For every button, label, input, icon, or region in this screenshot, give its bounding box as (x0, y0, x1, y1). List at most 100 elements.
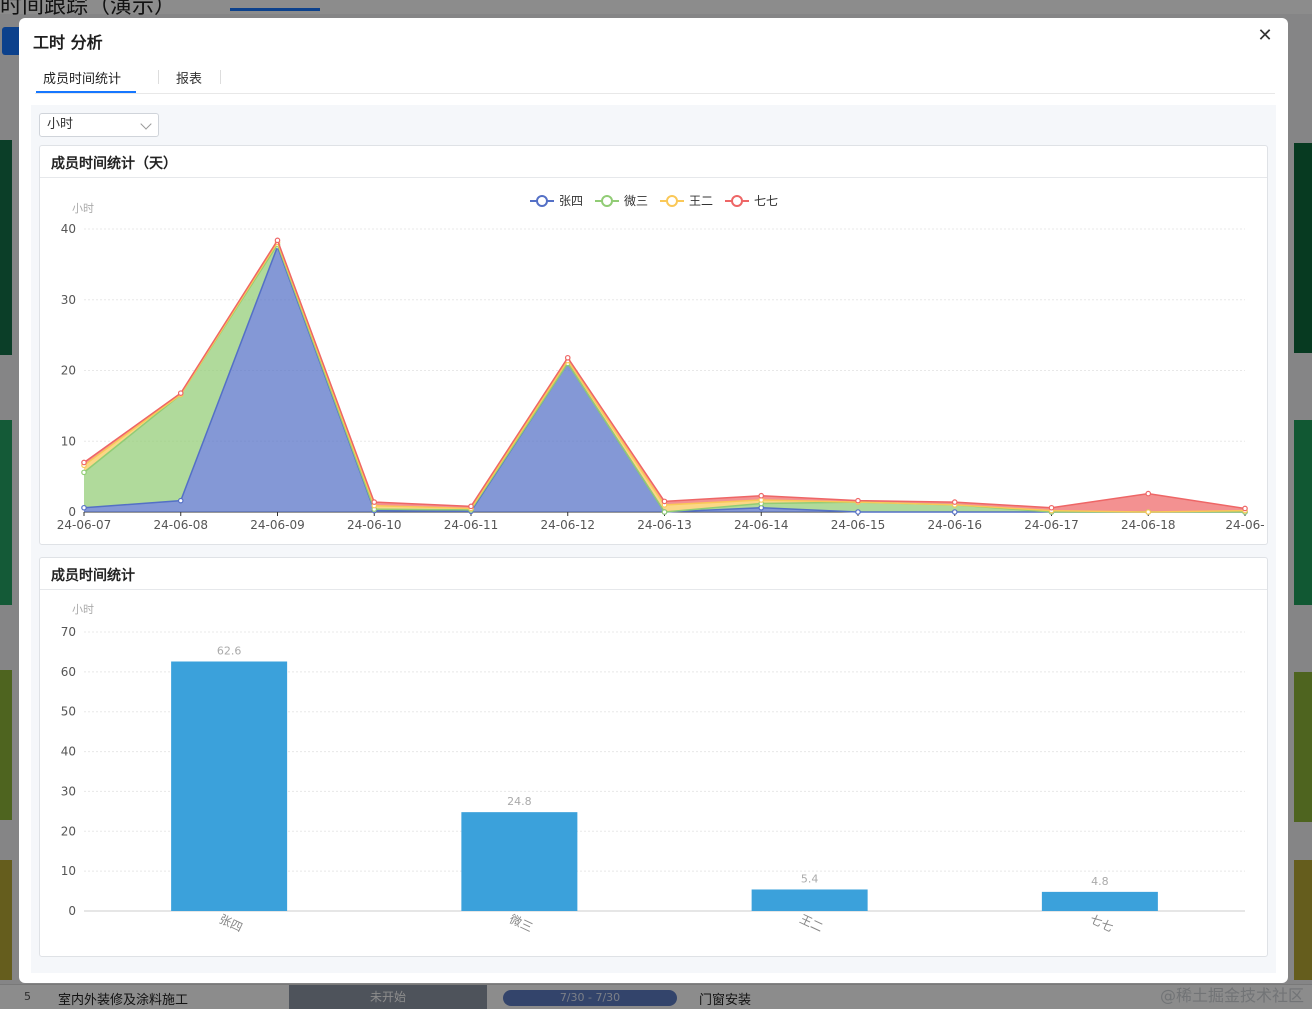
data-point-七七 (661, 498, 668, 505)
x-tick-label: 七七 (1088, 912, 1116, 935)
daily-stacked-area-chart: 小时 0 10 20 30 40 24-06-07 24-06-08 24-06-09 24-06… (57, 194, 1265, 532)
data-point-七七 (371, 499, 378, 505)
data-point-张四 (177, 497, 184, 504)
data-point-七七 (468, 503, 474, 510)
data-point-七七 (951, 499, 958, 505)
tab-report[interactable]: 报表 (176, 72, 203, 87)
daily-stats-card-title: 成员时间统计（天） (51, 156, 177, 172)
data-point-张四 (81, 504, 87, 511)
modal-title: 工时 分析 (33, 33, 103, 52)
y-tick-label: 50 (61, 705, 76, 719)
background-gantt-stripe (0, 420, 12, 605)
bar-张四 (171, 661, 288, 911)
background-row-name: 室内外装修及涂料施工 (58, 993, 189, 1008)
data-point-七七 (177, 390, 184, 396)
total-stats-card-title: 成员时间统计 (51, 568, 135, 584)
bar-value-label: 4.8 (1091, 875, 1109, 888)
total-stats-card-header: 成员时间统计 (40, 558, 1267, 590)
tab-content: 小时 成员时间统计（天） 小时 0 10 20 30 40 24-06-07 24-06-08… (31, 105, 1276, 973)
bar-微三 (461, 812, 578, 911)
x-tick-label: 24-06-10 (347, 518, 401, 532)
legend-marker-王二 (666, 195, 678, 207)
bar-七七 (1041, 891, 1158, 911)
data-point-七七 (1048, 504, 1055, 511)
tab-divider (220, 70, 221, 84)
legend-label-王二: 王二 (689, 194, 713, 208)
x-tick-label: 张四 (217, 912, 245, 935)
x-tick-label: 24-06-18 (1121, 518, 1175, 532)
work-hours-analysis-modal: 工时 分析 ✕ 成员时间统计 报表 小时 成员时间统计（天） 小时 0 10 20 30… (19, 18, 1288, 983)
background-row-index: 5 (24, 990, 31, 1003)
x-tick-label: 24-06-07 (57, 518, 111, 532)
bar-value-label: 5.4 (801, 872, 819, 885)
x-tick-label: 24-06-16 (928, 518, 982, 532)
x-tick-label: 24-06-09 (250, 518, 304, 532)
data-point-王二 (1145, 509, 1152, 515)
daily-stats-card-header: 成员时间统计（天） (40, 146, 1267, 178)
data-point-张四 (951, 509, 958, 515)
modal-tabs: 成员时间统计 报表 (35, 64, 1275, 94)
y-tick-label: 10 (61, 434, 76, 448)
data-point-七七 (1242, 505, 1248, 512)
y-tick-label: 60 (61, 665, 76, 679)
total-hours-bar-chart: 小时 0 10 20 30 40 50 60 70 62.6 张四 24.8 微三 5.4 王二 4.8 七七 (61, 603, 1245, 935)
background-active-tab-indicator (230, 8, 320, 11)
background-app-title: 时间跟踪（演示） (0, 0, 177, 19)
y-tick-label: 40 (61, 745, 76, 759)
bar-value-label: 62.6 (217, 644, 242, 657)
close-icon[interactable]: ✕ (1257, 25, 1273, 46)
bar-value-label: 24.8 (507, 795, 532, 808)
background-gantt-stripe (0, 670, 12, 820)
unit-select[interactable]: 小时 (39, 113, 159, 137)
data-point-微三 (661, 509, 668, 515)
y-tick-label: 0 (68, 904, 76, 918)
active-tab-indicator (36, 91, 136, 93)
y-tick-label: 20 (61, 364, 76, 378)
background-row-next-task: 门窗安装 (699, 993, 752, 1008)
x-tick-label: 王二 (797, 912, 825, 935)
x-tick-label: 24-06-12 (541, 518, 595, 532)
x-tick-label: 24-06- (1225, 518, 1264, 532)
watermark: @稀土掘金技术社区 (1159, 986, 1304, 1005)
daily-stats-card: 成员时间统计（天） 小时 0 10 20 30 40 24-06-07 24-06-08 24-… (39, 145, 1268, 545)
x-tick-label: 微三 (507, 912, 535, 935)
data-point-七七 (758, 492, 765, 499)
chevron-down-icon (140, 118, 152, 130)
background-gantt-stripe (1294, 860, 1312, 980)
y-axis-unit-label: 小时 (72, 603, 94, 616)
legend-marker-张四 (536, 195, 548, 207)
x-tick-label: 24-06-15 (831, 518, 885, 532)
legend-marker-七七 (731, 195, 743, 207)
data-point-七七 (81, 459, 87, 466)
unit-select-value: 小时 (47, 117, 74, 132)
data-point-张四 (855, 509, 861, 515)
y-tick-label: 30 (61, 784, 76, 798)
background-add-button (2, 27, 22, 55)
y-tick-label: 30 (61, 293, 76, 307)
x-tick-label: 24-06-17 (1024, 518, 1078, 532)
tab-member-time-stats[interactable]: 成员时间统计 (43, 72, 122, 87)
y-axis-unit-label: 小时 (72, 202, 94, 215)
y-tick-label: 10 (61, 864, 76, 878)
data-point-七七 (274, 237, 281, 244)
background-gantt-stripe (1294, 143, 1312, 353)
background-topbar: 时间跟踪（演示） (0, 0, 1312, 19)
y-tick-label: 20 (61, 824, 76, 838)
legend-marker-微三 (601, 195, 613, 207)
background-row-status: 未开始 (289, 985, 487, 1009)
series-area-张四 (84, 246, 1245, 512)
x-tick-label: 24-06-13 (637, 518, 691, 532)
tab-divider (158, 70, 159, 84)
background-row-date-range: 7/30 - 7/30 (503, 990, 677, 1006)
y-tick-label: 0 (68, 505, 76, 519)
legend-label-七七: 七七 (754, 194, 778, 208)
y-tick-label: 40 (61, 222, 76, 236)
background-gantt-stripe (0, 140, 12, 355)
legend-label-微三: 微三 (624, 194, 648, 208)
x-tick-label: 24-06-14 (734, 518, 788, 532)
total-stats-card: 成员时间统计 小时 0 10 20 30 40 50 60 70 62.6 张四 24.8 微三 5.4 王… (39, 557, 1268, 957)
x-tick-label: 24-06-08 (154, 518, 208, 532)
data-point-微三 (81, 469, 87, 476)
data-point-七七 (855, 497, 861, 504)
legend-label-张四: 张四 (559, 194, 583, 208)
